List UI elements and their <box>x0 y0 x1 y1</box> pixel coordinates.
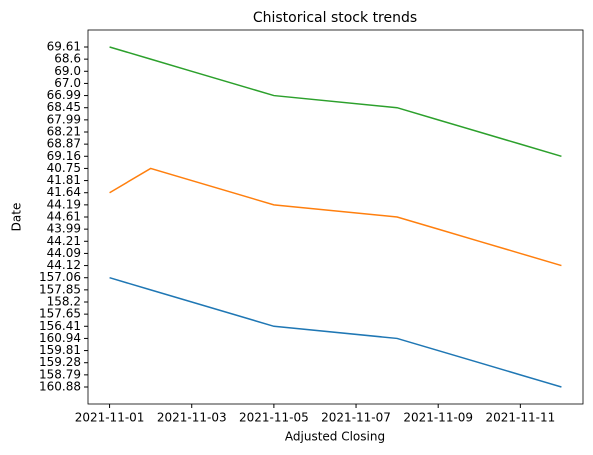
y-tick-label: 69.61 <box>47 40 81 54</box>
y-tick-label: 68.45 <box>47 100 81 114</box>
y-tick-label: 158.79 <box>39 367 81 381</box>
y-tick-label: 44.12 <box>47 258 81 272</box>
y-tick-label: 68.21 <box>47 125 81 139</box>
y-tick-label: 160.88 <box>39 380 81 394</box>
y-tick-label: 157.06 <box>39 270 81 284</box>
y-tick-label: 160.94 <box>39 331 81 345</box>
y-tick-label: 40.75 <box>47 161 81 175</box>
y-tick-label: 41.64 <box>47 185 81 199</box>
series-line <box>109 46 562 158</box>
y-tick-label: 69.16 <box>47 149 81 163</box>
y-tick-label: 158.2 <box>47 295 81 309</box>
x-axis-label: Adjusted Closing <box>285 430 385 444</box>
plot-frame <box>87 29 584 405</box>
chart-title: Chistorical stock trends <box>253 10 417 26</box>
y-tick-label: 68.6 <box>54 52 81 66</box>
y-tick-label: 67.0 <box>54 76 81 90</box>
series-line <box>109 167 562 267</box>
x-tick-label: 2021-11-03 <box>157 411 227 425</box>
y-tick-label: 41.81 <box>47 173 81 187</box>
x-tick-label: 2021-11-11 <box>485 411 555 425</box>
y-tick-label: 157.85 <box>39 282 81 296</box>
series-line <box>109 276 562 388</box>
y-tick-label: 44.61 <box>47 210 81 224</box>
x-tick-label: 2021-11-09 <box>403 411 473 425</box>
y-tick-label: 156.41 <box>39 319 81 333</box>
y-tick-label: 43.99 <box>47 222 81 236</box>
y-tick-label: 67.99 <box>47 112 81 126</box>
y-tick-label: 159.28 <box>39 355 81 369</box>
x-tick-label: 2021-11-01 <box>75 411 145 425</box>
y-axis-label: Date <box>10 203 24 232</box>
y-tick-label: 69.0 <box>54 64 81 78</box>
y-tick-label: 66.99 <box>47 88 81 102</box>
y-tick-label: 159.81 <box>39 343 81 357</box>
y-tick-label: 44.09 <box>47 246 81 260</box>
y-tick-label: 44.19 <box>47 197 81 211</box>
x-tick-label: 2021-11-07 <box>321 411 391 425</box>
y-tick-label: 157.65 <box>39 307 81 321</box>
y-tick-label: 68.87 <box>47 137 81 151</box>
y-tick-label: 44.21 <box>47 234 81 248</box>
x-tick-label: 2021-11-05 <box>239 411 309 425</box>
